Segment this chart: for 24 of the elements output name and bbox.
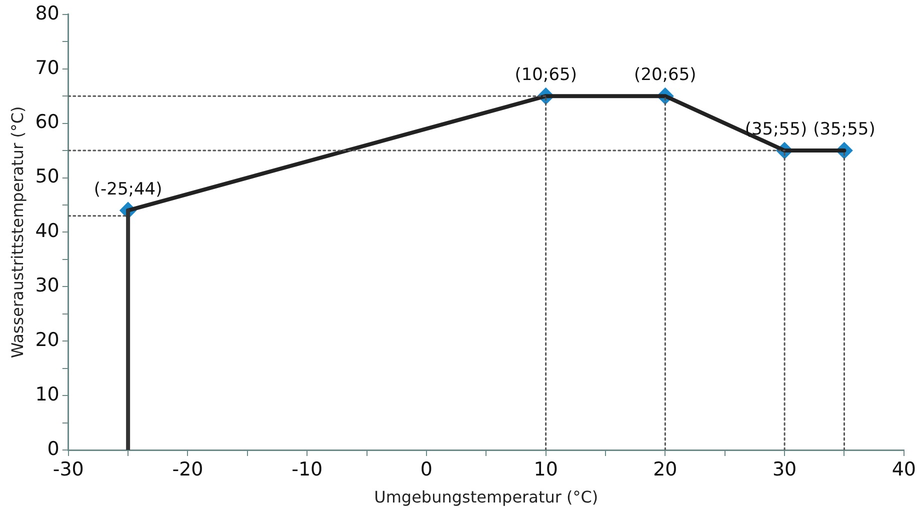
data-label: (10;65) [514,64,577,85]
y-tick-label: 70 [35,56,60,79]
x-tick-label: -30 [52,458,84,480]
x-tick-label: 10 [534,458,558,480]
data-label: (35;55) [813,119,876,140]
x-tick-label: 30 [772,458,797,480]
data-label: (35;55) [744,119,808,140]
x-tick-label: -10 [292,458,323,480]
y-tick-label: 30 [35,274,60,297]
y-axis-title: Wasseraustrittstemperatur (°C) [8,106,27,358]
y-tick-label: 10 [35,383,60,406]
x-axis-title: Umgebungstemperatur (°C) [374,488,598,507]
y-tick-label: 40 [35,220,60,242]
y-tick-label: 60 [35,111,60,134]
x-tick-label: -20 [172,458,204,480]
x-tick-label: 0 [420,458,433,480]
x-tick-label: 20 [653,458,678,480]
y-tick-label: 80 [35,2,60,24]
y-tick-label: 50 [35,166,60,188]
data-label: (-25;44) [94,179,162,200]
y-tick-label: 20 [35,329,60,352]
data-label: (20;65) [634,64,696,85]
x-tick-label: 40 [892,458,916,480]
y-tick-label: 0 [47,438,60,460]
